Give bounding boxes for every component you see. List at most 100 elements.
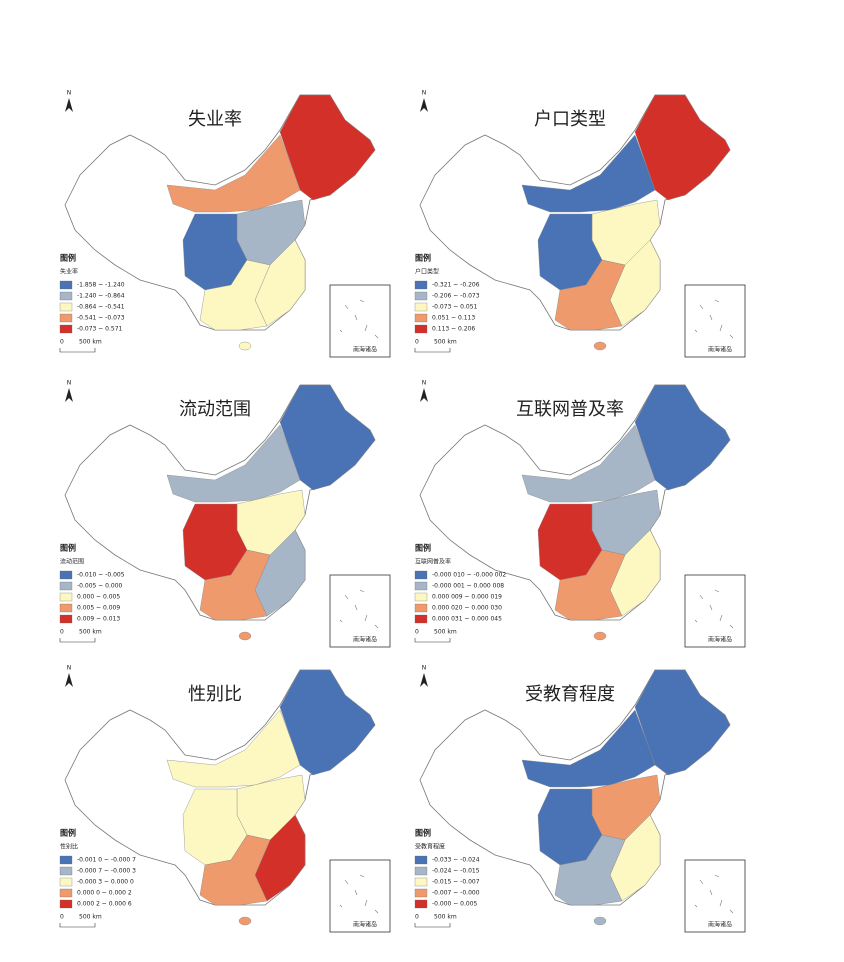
- legend-label: -0.001 0 ~ -0.000 7: [77, 857, 136, 864]
- map-region: [554, 834, 626, 906]
- legend-label: -0.864 ~ -0.541: [77, 304, 125, 311]
- legend-label: -0.206 ~ -0.073: [432, 293, 480, 300]
- inset-islands: [339, 874, 379, 914]
- legend-label: -1.240 ~ -0.864: [77, 293, 125, 300]
- legend-label: 0.000 031 ~ 0.000 045: [432, 616, 502, 623]
- legend-label: -1.858 ~ -1.240: [77, 282, 125, 289]
- legend-swatch: [59, 302, 73, 312]
- hainan: [238, 341, 252, 351]
- inset-islands: [694, 299, 734, 339]
- scale-bar: [59, 923, 96, 928]
- legend-heading: 图例: [415, 828, 431, 838]
- inset-label: 南海诸岛: [708, 346, 732, 354]
- scale-bar: [414, 638, 451, 643]
- map-region: [554, 549, 626, 621]
- legend-swatch: [414, 570, 428, 580]
- legend-label: 0.000 020 ~ 0.000 030: [432, 605, 502, 612]
- inset-islands: [339, 299, 379, 339]
- hainan: [238, 916, 252, 926]
- inset-islands: [694, 589, 734, 629]
- north-label: N: [422, 665, 427, 672]
- north-arrow: [420, 673, 428, 687]
- inset-frame: [329, 859, 391, 933]
- legend-swatch: [414, 603, 428, 613]
- north-label: N: [422, 90, 427, 97]
- legend-swatch: [59, 603, 73, 613]
- legend-swatch: [414, 280, 428, 290]
- inset-frame: [329, 574, 391, 648]
- legend-swatch: [414, 302, 428, 312]
- legend-swatch: [414, 614, 428, 624]
- inset-islands: [694, 874, 734, 914]
- legend-label: -0.010 ~ -0.005: [77, 572, 125, 579]
- inset-frame: [684, 574, 746, 648]
- legend-swatch: [59, 324, 73, 334]
- scale-distance: 500 km: [434, 629, 457, 636]
- hainan: [238, 631, 252, 641]
- north-label: N: [67, 90, 72, 97]
- inset-label: 南海诸岛: [353, 636, 377, 644]
- legend-swatch: [59, 866, 73, 876]
- scale-distance: 500 km: [79, 339, 102, 346]
- map-region: [166, 134, 301, 213]
- legend-title: 流动范围: [60, 558, 84, 566]
- legend-swatch: [59, 855, 73, 865]
- legend-label: -0.015 ~ -0.007: [432, 879, 480, 886]
- hainan: [593, 341, 607, 351]
- legend-swatch: [59, 592, 73, 602]
- legend-label: 0.009 ~ 0.013: [77, 616, 120, 623]
- map-region: [166, 709, 301, 788]
- legend-label: 0.000 009 ~ 0.000 019: [432, 594, 502, 601]
- legend-swatch: [59, 899, 73, 909]
- map-region: [554, 259, 626, 331]
- scale-zero: 0: [60, 629, 64, 636]
- scale-zero: 0: [60, 339, 64, 346]
- legend-heading: 图例: [415, 253, 431, 263]
- north-arrow: [420, 388, 428, 402]
- inset-frame: [684, 859, 746, 933]
- inset-label: 南海诸岛: [353, 346, 377, 354]
- legend-swatch: [59, 291, 73, 301]
- map-region: [521, 134, 656, 213]
- map-region: [166, 424, 301, 503]
- panel-title: 互联网普及率: [516, 399, 624, 420]
- scale-distance: 500 km: [434, 914, 457, 921]
- map-region: [521, 424, 656, 503]
- legend-title: 性别比: [60, 843, 78, 851]
- legend-swatch: [414, 581, 428, 591]
- legend-swatch: [414, 291, 428, 301]
- scale-zero: 0: [415, 339, 419, 346]
- legend-label: -0.073 ~ 0.571: [77, 326, 123, 333]
- inset-frame: [684, 284, 746, 358]
- legend-swatch: [414, 592, 428, 602]
- legend-label: 0.113 ~ 0.206: [432, 326, 475, 333]
- legend-label: -0.000 001 ~ 0.000 008: [432, 583, 504, 590]
- scale-distance: 500 km: [434, 339, 457, 346]
- legend-label: 0.000 2 ~ 0.000 6: [77, 901, 132, 908]
- legend-swatch: [414, 888, 428, 898]
- scale-bar: [59, 348, 96, 353]
- legend-label: -0.024 ~ -0.015: [432, 868, 480, 875]
- legend-label: -0.005 ~ 0.000: [77, 583, 123, 590]
- scale-bar: [414, 348, 451, 353]
- panel-title: 性别比: [188, 684, 242, 705]
- north-label: N: [67, 665, 72, 672]
- legend-label: -0.000 ~ 0.005: [432, 901, 478, 908]
- panel-title: 失业率: [188, 109, 242, 130]
- legend-label: -0.073 ~ 0.051: [432, 304, 478, 311]
- scale-bar: [414, 923, 451, 928]
- inset-islands: [339, 589, 379, 629]
- north-label: N: [67, 380, 72, 387]
- map-region: [199, 834, 271, 906]
- legend-heading: 图例: [60, 543, 76, 553]
- legend-title: 受教育程度: [415, 843, 445, 851]
- legend-swatch: [59, 581, 73, 591]
- legend-label: -0.000 3 ~ 0.000 0: [77, 879, 134, 886]
- scale-distance: 500 km: [79, 914, 102, 921]
